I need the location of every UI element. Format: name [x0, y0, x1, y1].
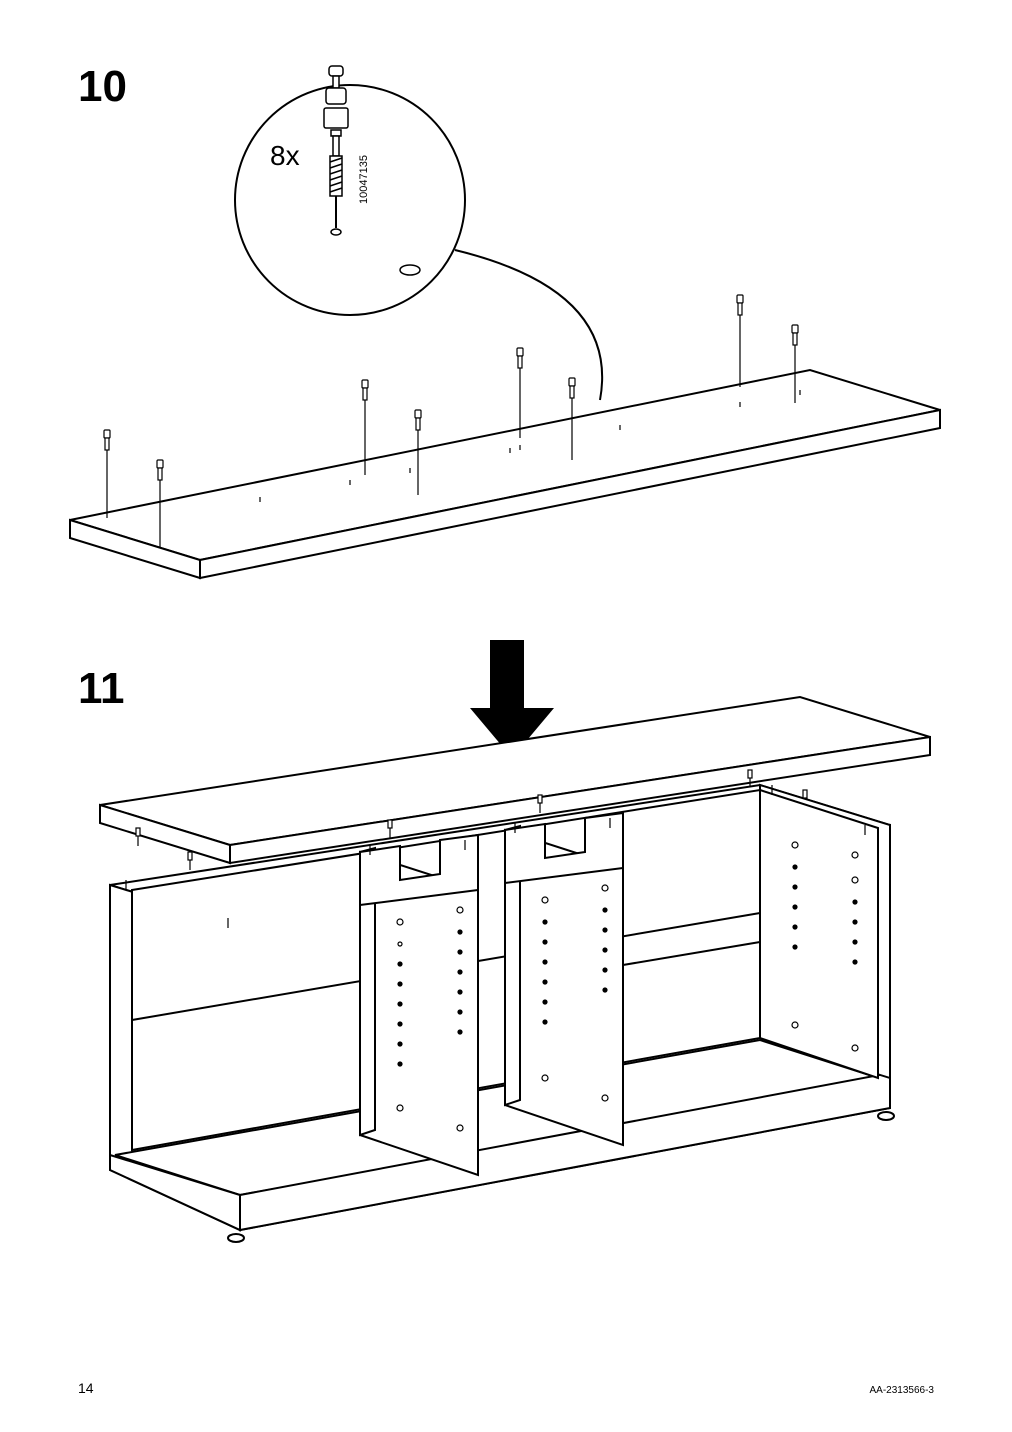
instruction-page: 10 11 8x 10047135 — [0, 0, 1012, 1432]
page-number: 14 — [78, 1380, 94, 1396]
step-10-diagram — [60, 60, 960, 590]
step-11-diagram — [60, 630, 960, 1290]
document-id: AA-2313566-3 — [870, 1385, 935, 1396]
